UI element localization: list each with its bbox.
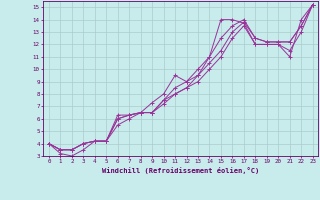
X-axis label: Windchill (Refroidissement éolien,°C): Windchill (Refroidissement éolien,°C) xyxy=(102,167,260,174)
